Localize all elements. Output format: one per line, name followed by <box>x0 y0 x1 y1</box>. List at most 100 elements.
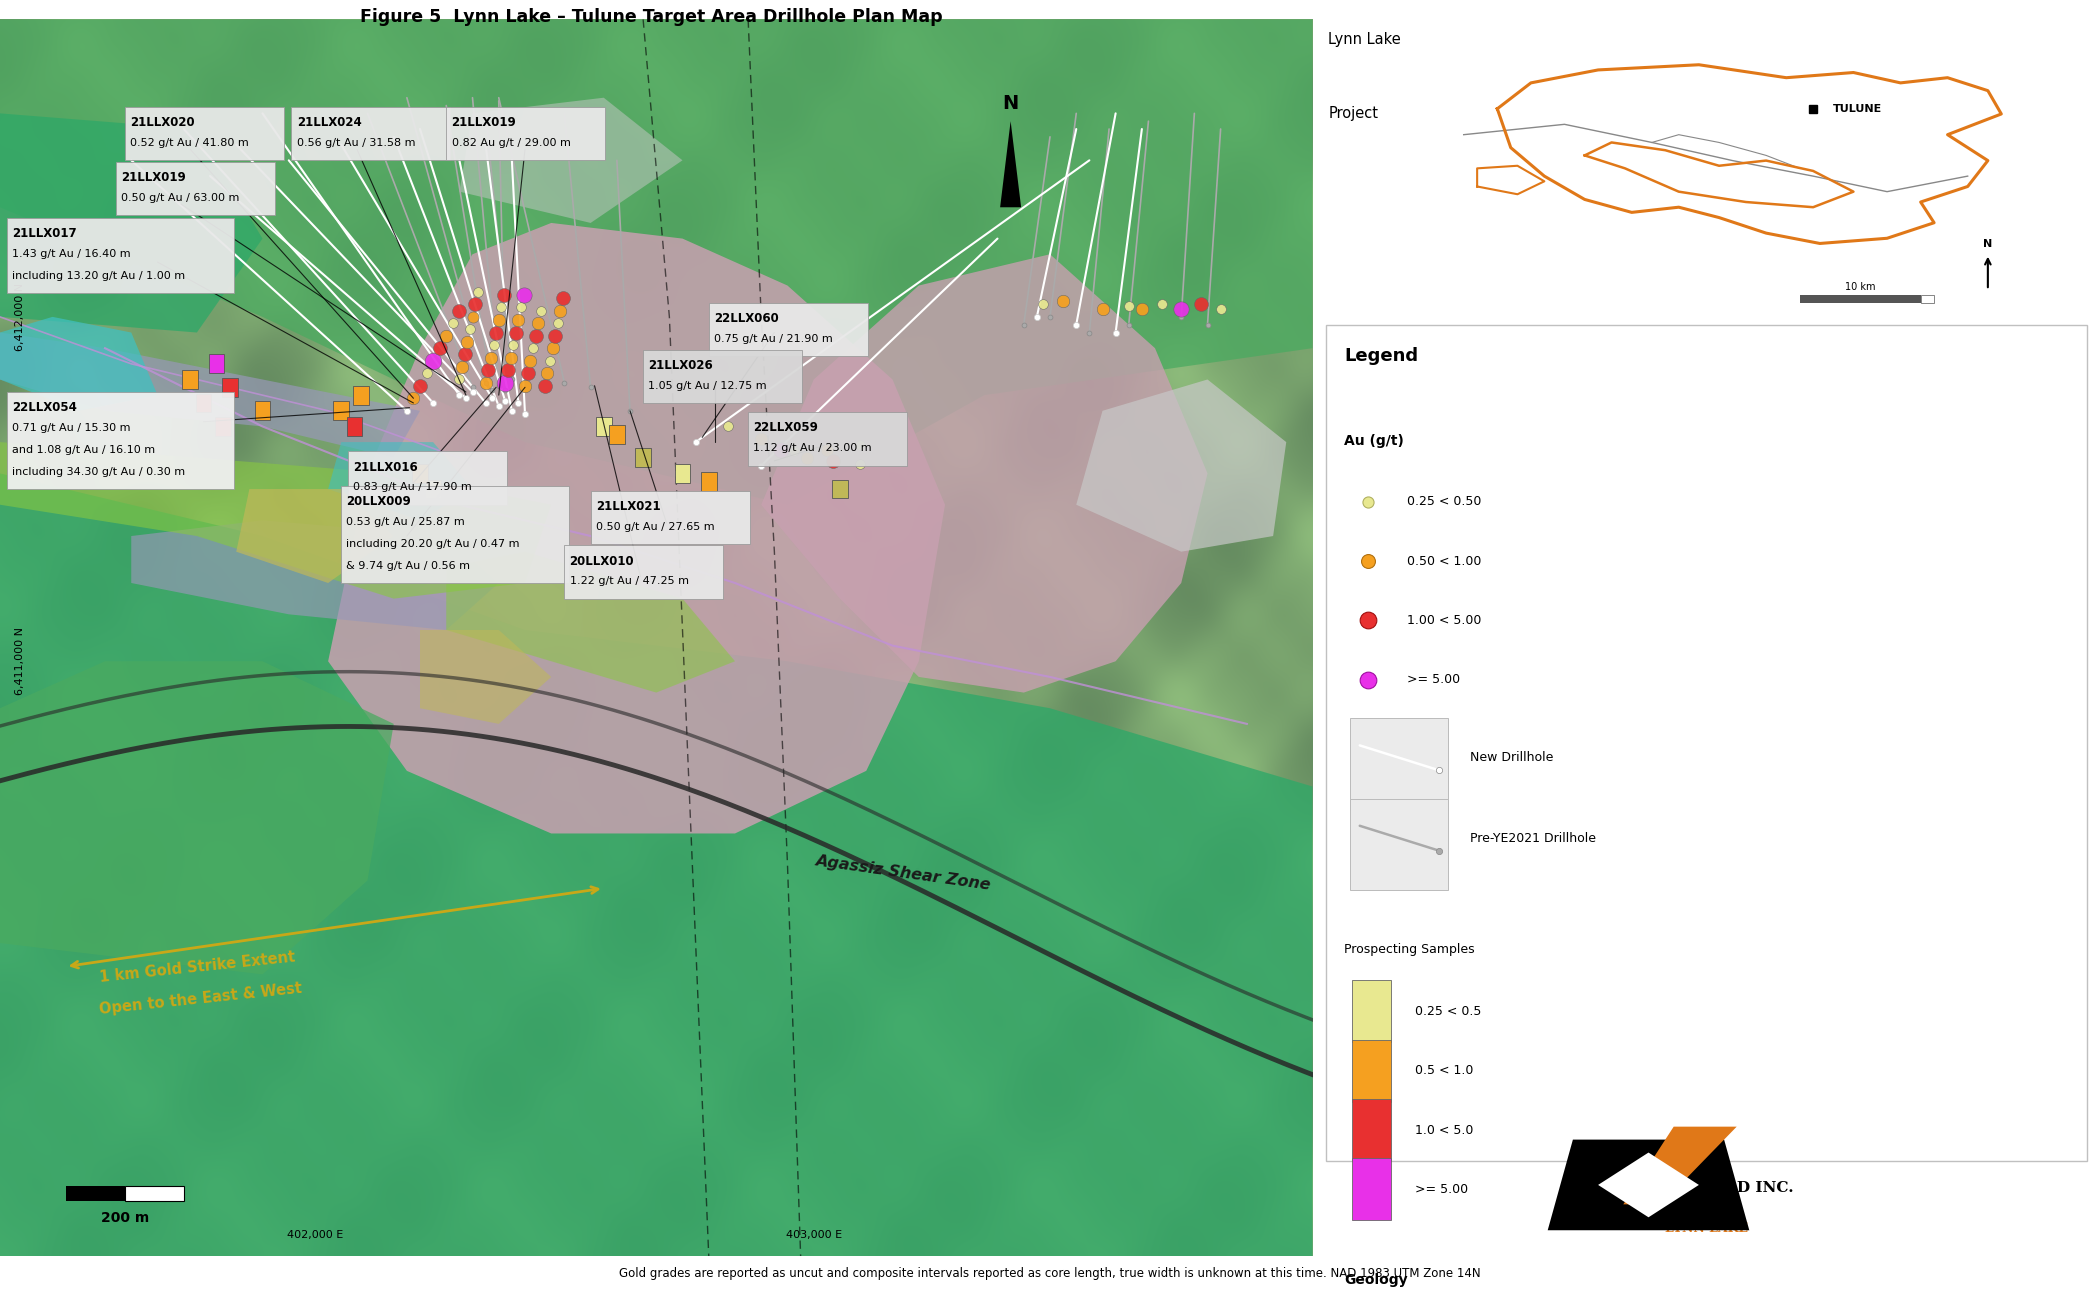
Text: >= 5.00: >= 5.00 <box>1407 673 1459 686</box>
Polygon shape <box>0 317 158 411</box>
Text: 0.50 g/t Au / 27.65 m: 0.50 g/t Au / 27.65 m <box>596 522 714 532</box>
Text: ALAMOS GOLD INC.: ALAMOS GOLD INC. <box>1619 1181 1793 1195</box>
Bar <box>701 471 716 491</box>
Bar <box>1800 295 1922 303</box>
Text: 20LLX009: 20LLX009 <box>346 495 412 508</box>
Text: 22LLX060: 22LLX060 <box>714 312 779 325</box>
Text: 1.43 g/t Au / 16.40 m: 1.43 g/t Au / 16.40 m <box>13 249 130 259</box>
FancyBboxPatch shape <box>748 412 907 466</box>
Text: 1.00 < 5.00: 1.00 < 5.00 <box>1407 614 1480 627</box>
Text: 200 m: 200 m <box>101 1211 149 1225</box>
Bar <box>1352 980 1390 1042</box>
Text: 0.71 g/t Au / 15.30 m: 0.71 g/t Au / 15.30 m <box>13 423 130 433</box>
Bar <box>412 464 428 483</box>
Text: & 9.74 g/t Au / 0.56 m: & 9.74 g/t Au / 0.56 m <box>346 561 470 571</box>
Text: Au (g/t): Au (g/t) <box>1344 434 1405 448</box>
Text: 21LLX017: 21LLX017 <box>13 228 76 241</box>
Text: 21LLX019: 21LLX019 <box>122 171 185 184</box>
Text: 21LLX016: 21LLX016 <box>353 461 418 474</box>
Polygon shape <box>0 114 262 333</box>
Text: TULUNE: TULUNE <box>1833 104 1882 114</box>
Text: Agassiz Shear Zone: Agassiz Shear Zone <box>815 853 991 892</box>
Text: N: N <box>1002 95 1018 114</box>
Text: 0.50 g/t Au / 63.00 m: 0.50 g/t Au / 63.00 m <box>122 193 239 203</box>
Bar <box>254 401 271 420</box>
Polygon shape <box>760 254 1208 693</box>
Text: 21LLX019: 21LLX019 <box>452 117 517 130</box>
Text: 0.52 g/t Au / 41.80 m: 0.52 g/t Au / 41.80 m <box>130 139 248 148</box>
FancyBboxPatch shape <box>565 545 722 598</box>
FancyBboxPatch shape <box>1325 325 2087 1160</box>
Text: Open to the East & West: Open to the East & West <box>99 980 302 1017</box>
Polygon shape <box>1623 1127 1737 1204</box>
Text: 0.25 < 0.50: 0.25 < 0.50 <box>1407 495 1480 508</box>
Polygon shape <box>1075 379 1285 552</box>
Bar <box>334 401 349 420</box>
FancyBboxPatch shape <box>710 303 867 356</box>
Polygon shape <box>1598 1153 1699 1217</box>
Bar <box>1352 1159 1390 1220</box>
Text: and 1.08 g/t Au / 16.10 m: and 1.08 g/t Au / 16.10 m <box>13 445 155 455</box>
Text: Geology: Geology <box>1344 1273 1407 1287</box>
Bar <box>424 479 441 499</box>
Text: Project: Project <box>1327 106 1378 120</box>
Text: 0.82 Au g/t / 29.00 m: 0.82 Au g/t / 29.00 m <box>452 139 571 148</box>
Text: including 13.20 g/t Au / 1.00 m: including 13.20 g/t Au / 1.00 m <box>13 271 185 281</box>
Text: including 20.20 g/t Au / 0.47 m: including 20.20 g/t Au / 0.47 m <box>346 539 521 549</box>
Polygon shape <box>130 521 500 629</box>
Text: 1.22 g/t Au / 47.25 m: 1.22 g/t Au / 47.25 m <box>569 576 689 587</box>
Text: 20LLX010: 20LLX010 <box>569 554 634 567</box>
Bar <box>1922 295 1934 303</box>
Polygon shape <box>0 474 1312 1256</box>
Text: including 34.30 g/t Au / 0.30 m: including 34.30 g/t Au / 0.30 m <box>13 466 185 477</box>
Text: 22LLX054: 22LLX054 <box>13 401 78 414</box>
Text: 0.5 < 1.0: 0.5 < 1.0 <box>1415 1064 1474 1077</box>
Polygon shape <box>328 223 945 834</box>
Bar <box>674 464 691 483</box>
Polygon shape <box>445 552 735 693</box>
Text: Legend: Legend <box>1344 347 1418 365</box>
Text: 22LLX059: 22LLX059 <box>754 421 819 434</box>
Text: 0.83 g/t Au / 17.90 m: 0.83 g/t Au / 17.90 m <box>353 483 472 492</box>
Text: 21LLX026: 21LLX026 <box>649 359 714 372</box>
FancyBboxPatch shape <box>6 219 233 294</box>
Bar <box>195 394 212 412</box>
Polygon shape <box>460 97 682 223</box>
Text: 0.25 < 0.5: 0.25 < 0.5 <box>1415 1005 1480 1018</box>
Text: Pre-YE2021 Drillhole: Pre-YE2021 Drillhole <box>1470 831 1596 844</box>
Polygon shape <box>0 442 550 598</box>
Text: 21LLX024: 21LLX024 <box>296 117 361 130</box>
Bar <box>596 417 611 436</box>
Bar <box>353 386 370 404</box>
FancyBboxPatch shape <box>6 392 233 490</box>
Bar <box>208 355 225 373</box>
Bar <box>634 448 651 467</box>
Bar <box>346 417 361 436</box>
FancyBboxPatch shape <box>1350 799 1449 890</box>
Bar <box>609 425 626 444</box>
Text: New Drillhole: New Drillhole <box>1470 751 1554 764</box>
Text: 403,000 E: 403,000 E <box>785 1230 842 1241</box>
Text: N: N <box>1982 238 1993 249</box>
Bar <box>183 370 197 388</box>
FancyBboxPatch shape <box>445 107 605 161</box>
Text: 1.05 g/t Au / 12.75 m: 1.05 g/t Au / 12.75 m <box>649 381 766 391</box>
Text: 0.56 g/t Au / 31.58 m: 0.56 g/t Au / 31.58 m <box>296 139 416 148</box>
Polygon shape <box>1548 1140 1749 1230</box>
Polygon shape <box>328 442 472 521</box>
Polygon shape <box>0 333 420 457</box>
Bar <box>65 1186 124 1202</box>
Text: Figure 5  Lynn Lake – Tulune Target Area Drillhole Plan Map: Figure 5 Lynn Lake – Tulune Target Area … <box>359 8 943 26</box>
Text: LYNN LAKE: LYNN LAKE <box>1665 1222 1747 1235</box>
FancyBboxPatch shape <box>1350 719 1449 809</box>
Text: 0.50 < 1.00: 0.50 < 1.00 <box>1407 554 1480 567</box>
FancyBboxPatch shape <box>590 491 750 544</box>
FancyBboxPatch shape <box>349 452 506 505</box>
Polygon shape <box>0 662 395 974</box>
Text: 1 km Gold Strike Extent: 1 km Gold Strike Extent <box>99 949 296 985</box>
Bar <box>1352 1040 1390 1102</box>
Text: 21LLX021: 21LLX021 <box>596 500 662 513</box>
Bar <box>832 479 848 499</box>
Text: >= 5.00: >= 5.00 <box>1415 1182 1468 1195</box>
Text: 10 km: 10 km <box>1846 282 1875 293</box>
